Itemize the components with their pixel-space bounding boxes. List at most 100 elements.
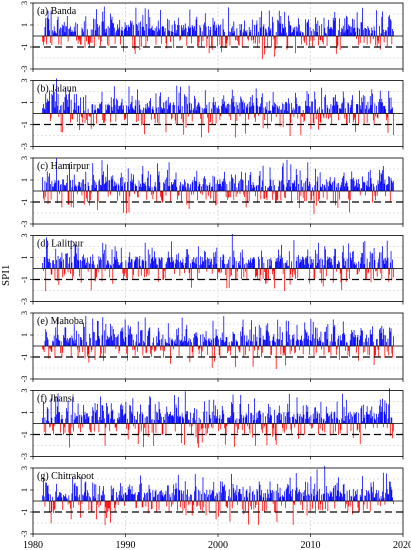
bar-positive [368, 337, 370, 346]
bar-negative [114, 501, 116, 513]
bar-negative [109, 423, 111, 432]
bar-negative [228, 191, 229, 198]
bar-positive [92, 318, 94, 346]
bar-positive [113, 186, 114, 191]
bar-positive [203, 109, 205, 114]
bar-positive [125, 260, 127, 269]
bar-negative [353, 113, 355, 120]
bar-positive [244, 496, 245, 501]
bar-negative [271, 423, 273, 437]
bar-negative [372, 113, 374, 121]
bar-positive [160, 92, 161, 114]
bar-positive [107, 339, 109, 346]
bar-positive [170, 411, 171, 424]
bar-negative [292, 268, 294, 272]
bar-negative [81, 191, 83, 196]
bar-positive [379, 327, 381, 346]
bar-positive [294, 27, 296, 36]
bar-positive [358, 261, 360, 269]
bar-positive [384, 105, 386, 114]
bar-positive [123, 414, 125, 424]
bar-positive [177, 416, 178, 424]
bar-negative [271, 346, 272, 355]
bar-positive [382, 260, 384, 269]
bar-positive [177, 474, 179, 501]
bar-negative [300, 191, 302, 196]
bar-positive [105, 104, 107, 114]
bar-positive [196, 332, 198, 346]
bar-positive [206, 104, 208, 114]
bar-negative [134, 423, 136, 429]
bar-positive [391, 489, 393, 501]
bar-positive [62, 418, 64, 424]
bar-negative [247, 423, 249, 427]
bar-positive [299, 492, 301, 501]
bar-positive [71, 29, 73, 36]
bar-negative [201, 423, 202, 430]
bar-positive [74, 413, 76, 424]
bar-positive [270, 258, 272, 269]
bar-positive [215, 263, 217, 269]
bar-positive [95, 109, 97, 114]
bar-positive [391, 180, 393, 191]
bar-positive [182, 342, 184, 346]
bar-negative [225, 501, 227, 506]
bar-positive [392, 182, 393, 191]
bar-positive [356, 489, 358, 501]
bar-negative [277, 191, 279, 200]
bar-positive [368, 109, 370, 114]
bar-positive [254, 187, 255, 191]
bar-positive [188, 338, 190, 346]
bar-negative [370, 268, 372, 283]
bar-positive [372, 492, 373, 501]
bar-negative [234, 268, 236, 280]
bar-positive [323, 17, 325, 36]
bar-positive [362, 476, 363, 501]
bar-positive [83, 96, 84, 114]
bar-positive [363, 417, 365, 424]
bar-positive [318, 259, 320, 269]
bar-positive [160, 416, 162, 424]
bar-positive [288, 15, 289, 36]
bar-positive [259, 17, 261, 36]
bar-positive [376, 489, 377, 501]
bar-positive [342, 484, 344, 501]
bar-positive [127, 494, 128, 501]
bar-positive [279, 23, 281, 36]
bar-positive [318, 25, 320, 36]
bar-positive [90, 337, 91, 346]
bar-positive [199, 184, 201, 191]
bar-positive [144, 492, 145, 501]
bar-negative [49, 423, 50, 428]
bar-positive [127, 418, 128, 424]
bar-positive [89, 263, 91, 269]
bar-positive [379, 99, 380, 114]
bar-positive [337, 490, 339, 501]
bar-positive [314, 91, 316, 114]
bar-negative [325, 268, 327, 277]
bar-negative [93, 113, 94, 127]
bar-positive [136, 257, 138, 269]
bar-negative [91, 346, 93, 350]
bar-negative [67, 501, 69, 505]
bar-negative [378, 36, 380, 44]
bar-negative [259, 268, 261, 282]
bar-negative [323, 346, 325, 356]
bar-positive [223, 316, 225, 346]
bar-negative [71, 423, 73, 428]
bar-positive [247, 103, 249, 114]
bar-positive [292, 489, 293, 501]
bar-positive [345, 108, 346, 114]
bar-positive [299, 259, 301, 269]
bar-positive [362, 7, 363, 37]
bar-positive [167, 109, 168, 114]
bar-positive [74, 186, 76, 191]
bar-positive [131, 21, 133, 36]
bar-negative [155, 346, 157, 351]
bar-positive [174, 395, 175, 424]
bar-positive [349, 26, 350, 36]
bar-positive [382, 11, 383, 36]
bar-negative [356, 423, 358, 431]
bar-negative [355, 346, 357, 353]
bar-positive [120, 263, 121, 269]
